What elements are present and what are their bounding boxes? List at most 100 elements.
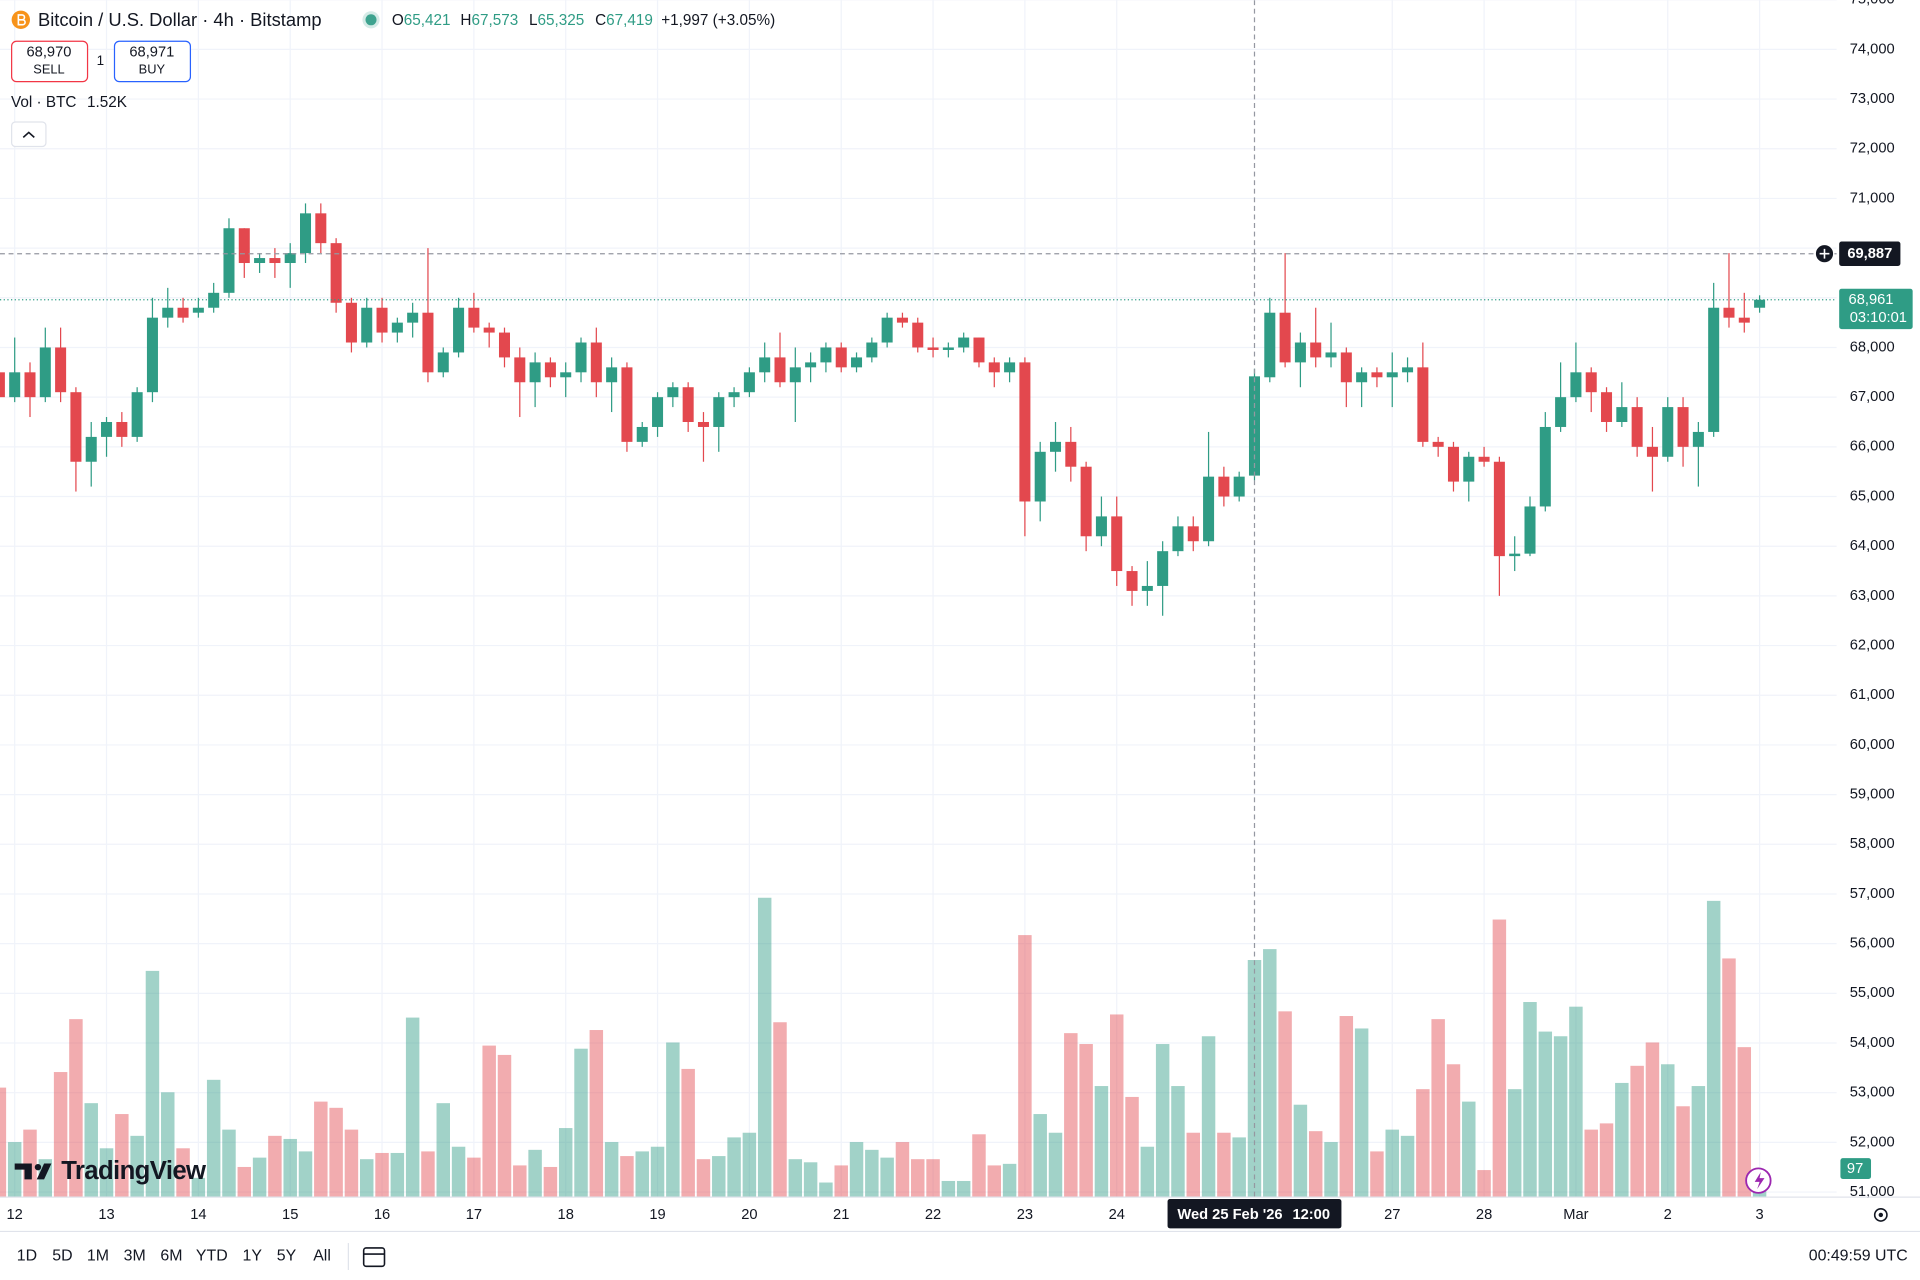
candle-body (1325, 352, 1337, 358)
timeframe-button[interactable]: 1Y (243, 1248, 263, 1265)
collapse-button[interactable] (11, 121, 47, 148)
candle-body (361, 307, 373, 343)
ohlc-open: O65,421 (392, 12, 451, 29)
timeframe-button[interactable]: 5Y (277, 1248, 297, 1265)
candle-body (0, 372, 5, 398)
candle-body (789, 367, 801, 383)
volume-bar (191, 1177, 206, 1197)
y-tick-label: 56,000 (1850, 936, 1895, 952)
timeframe-button[interactable]: 1D (17, 1248, 37, 1265)
plus-glyph (1819, 248, 1830, 259)
candle-body (743, 372, 755, 393)
candle-body (1187, 526, 1199, 542)
countdown: 03:10:01 (1850, 310, 1907, 326)
volume-bar (1094, 1086, 1109, 1197)
candle-body (1019, 362, 1031, 502)
candle-body (652, 397, 664, 427)
volume-value: 1.52K (87, 94, 128, 111)
volume-bar (99, 1148, 114, 1197)
volume-bar (1507, 1089, 1522, 1197)
volume-bar (819, 1182, 833, 1197)
candle-body (1095, 516, 1107, 537)
candle-body (575, 342, 587, 373)
sell-button[interactable] (11, 40, 89, 83)
volume-bar (1201, 1036, 1216, 1197)
volume-bar (1171, 1086, 1185, 1197)
x-tick-label: 28 (1476, 1207, 1492, 1223)
volume-bar (252, 1157, 267, 1197)
candle-body (1539, 426, 1551, 507)
volume-bar (1676, 1106, 1690, 1197)
settings-button[interactable] (1873, 1207, 1888, 1222)
candle-body (1754, 299, 1766, 308)
volume-bar (696, 1159, 711, 1197)
volume-bar (895, 1142, 910, 1197)
clock[interactable]: 00:49:59 UTC (1809, 1248, 1908, 1265)
volume-bar (589, 1030, 604, 1197)
crosshair-price: 69,887 (1847, 246, 1892, 262)
candle-body (851, 357, 863, 368)
y-tick-label: 54,000 (1850, 1035, 1895, 1051)
candle-body (1692, 431, 1704, 447)
overlay (0, 0, 1837, 1197)
y-tick-label: 71,000 (1850, 190, 1895, 206)
candle-body (1463, 456, 1475, 482)
last-price: 68,961 (1849, 292, 1894, 308)
volume-bar (405, 1017, 420, 1197)
volume-bar (115, 1114, 129, 1197)
value: 67,573 (471, 12, 518, 29)
candle-body (1417, 367, 1429, 442)
candle-body (1601, 392, 1613, 422)
candle-body (1509, 553, 1521, 557)
volume-bar (1370, 1151, 1384, 1197)
volume-bar (1431, 1019, 1445, 1197)
volume-bar (1523, 1002, 1537, 1197)
volume-bar (53, 1072, 68, 1197)
candle-body (514, 357, 526, 383)
candle-body (1080, 466, 1092, 537)
timeframe-button[interactable]: 6M (160, 1248, 182, 1265)
candle-body (942, 347, 954, 350)
symbol-title[interactable]: Bitcoin / U.S. Dollar · 4h · Bitstamp (38, 9, 322, 30)
volume-bar (390, 1152, 405, 1197)
volume-title: Vol · BTC (11, 94, 76, 111)
timeframe-button[interactable]: 5D (52, 1248, 72, 1265)
candles (0, 203, 1766, 616)
volume-bar (1018, 935, 1032, 1197)
timeframe-button[interactable]: YTD (196, 1248, 228, 1265)
volume-bar (1385, 1129, 1399, 1197)
volume-bar (543, 1166, 558, 1197)
buy-button[interactable] (113, 40, 192, 83)
volume-bar (1232, 1137, 1246, 1197)
volume-bar (222, 1129, 236, 1197)
candle-body (912, 322, 924, 348)
volume-bar (1477, 1170, 1491, 1197)
candle-body (1034, 451, 1046, 502)
volume-bar (1553, 1036, 1568, 1197)
candle-body (820, 347, 832, 363)
date-range-button[interactable] (362, 1247, 386, 1268)
timeframe-button[interactable]: 3M (124, 1248, 146, 1265)
x-tick-label: 22 (925, 1207, 941, 1223)
timeframe-button[interactable]: All (313, 1248, 331, 1265)
ohlc-high: H67,573 (460, 12, 518, 29)
volume-bar (620, 1156, 634, 1197)
key: H (460, 12, 471, 29)
candle-body (1126, 571, 1138, 591)
volume-bar (1263, 949, 1277, 1197)
crosshair-date: Wed 25 Feb '26 (1177, 1207, 1282, 1223)
value: 65,421 (404, 12, 451, 29)
x-tick-label: 20 (741, 1207, 757, 1223)
x-tick-label: 23 (1017, 1207, 1033, 1223)
volume-bar (497, 1054, 512, 1197)
volume-bar (1140, 1146, 1155, 1197)
market-status-halo (362, 11, 380, 29)
volume-bar (1492, 919, 1507, 1197)
ohlc-low: L65,325 (529, 12, 584, 29)
candle-body (437, 352, 449, 373)
candle-body (1631, 407, 1643, 447)
y-tick-label: 59,000 (1850, 786, 1895, 802)
x-tick-label: 19 (649, 1207, 665, 1223)
candle-body (759, 357, 771, 373)
timeframe-button[interactable]: 1M (87, 1248, 109, 1265)
